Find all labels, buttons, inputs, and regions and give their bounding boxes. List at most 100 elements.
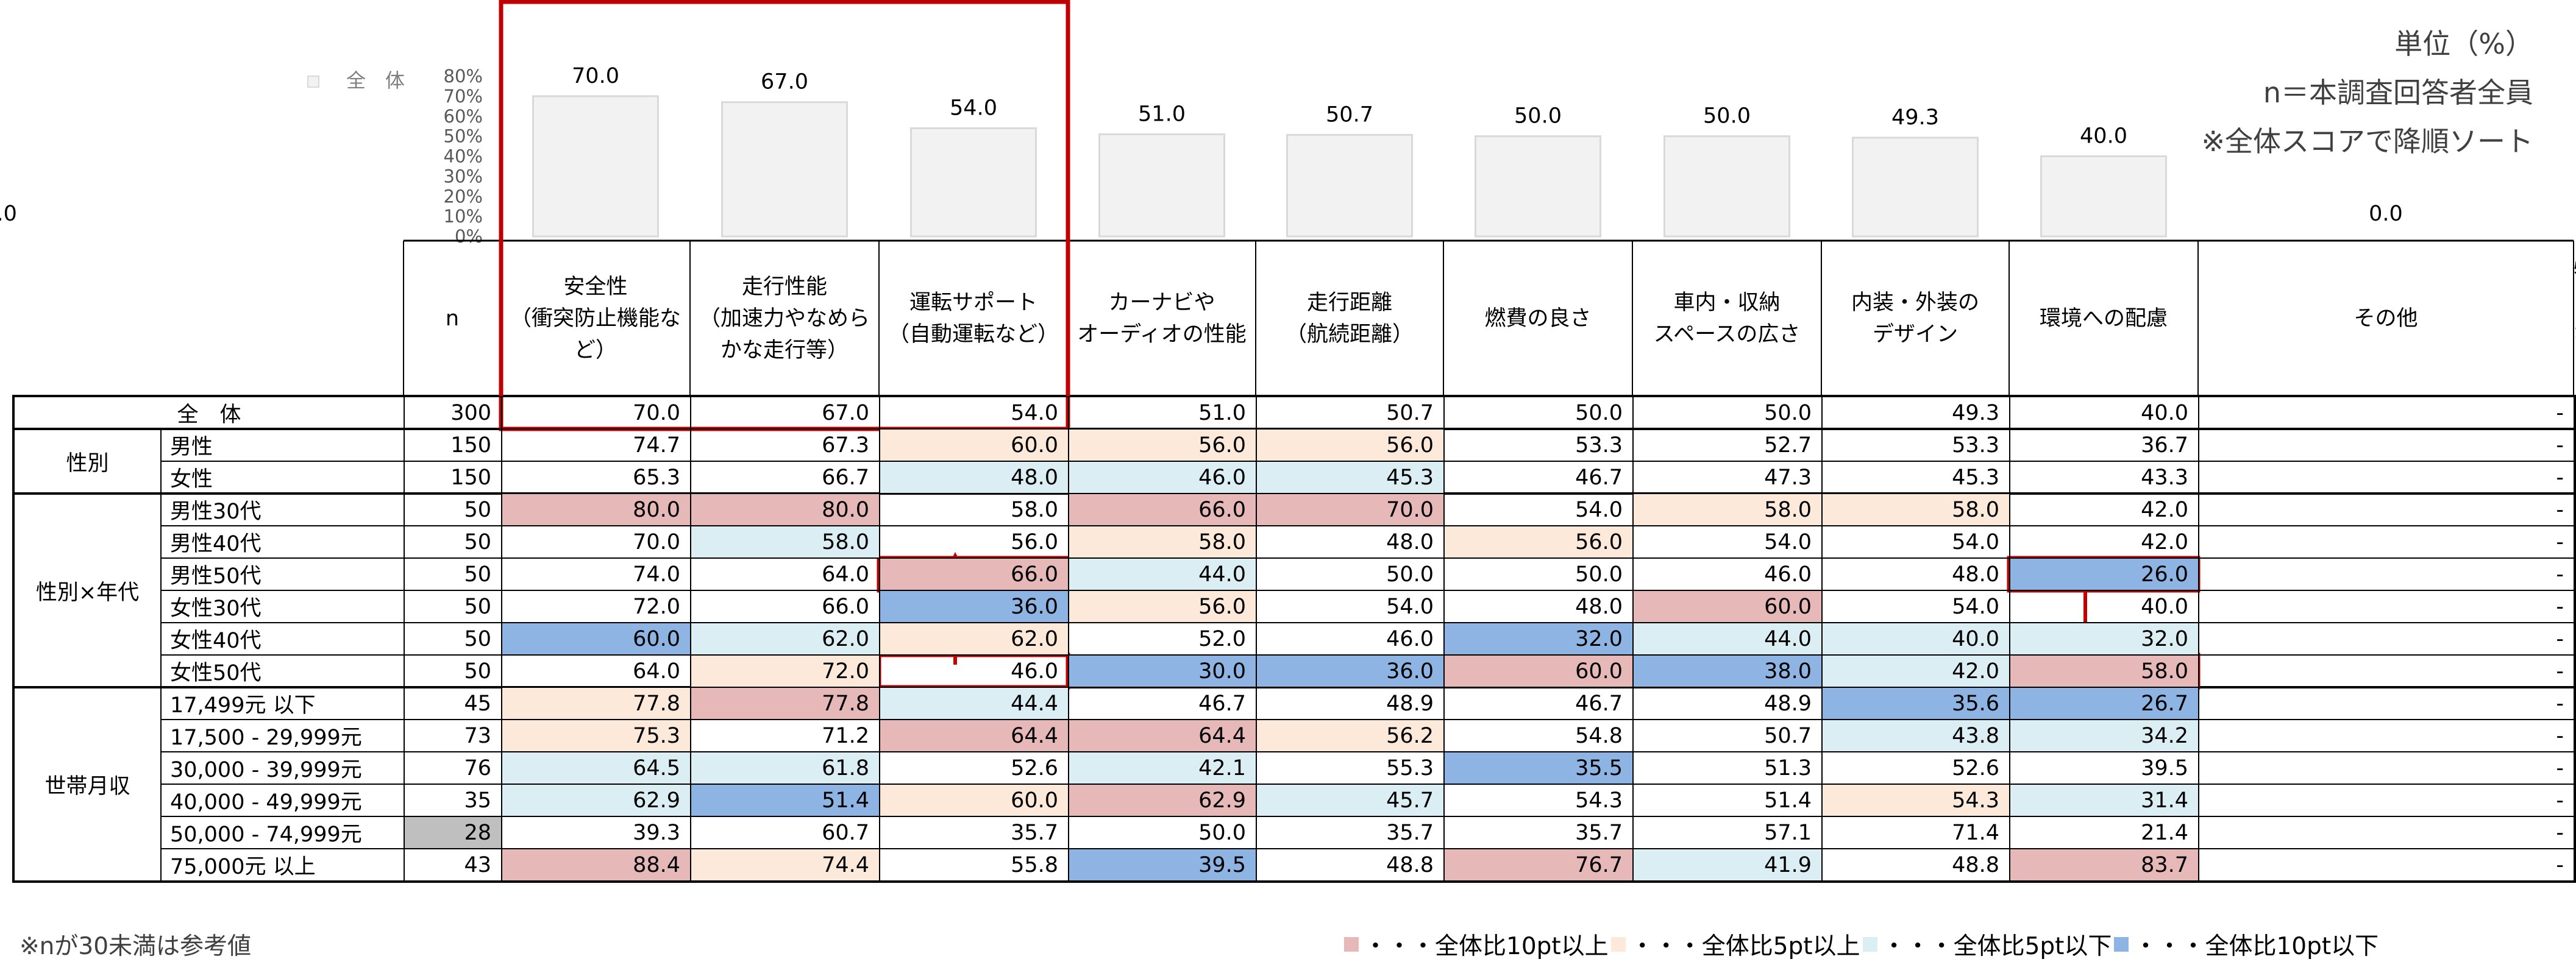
unit-note: ※全体スコアで降順ソート xyxy=(2201,125,2533,158)
n-cell: 150 xyxy=(404,461,503,494)
value-cell: 36.0 xyxy=(879,590,1070,623)
value-cell: 30.0 xyxy=(1068,654,1258,688)
y-tick-label: 30% xyxy=(444,166,483,186)
n-cell: 300 xyxy=(404,396,503,430)
value-cell: 58.0 xyxy=(1632,493,1823,526)
value-cell: 64.4 xyxy=(879,719,1070,752)
value-cell: 56.0 xyxy=(1256,428,1445,462)
legend-text: ・・・全体比5pt以上 xyxy=(1630,933,1860,960)
value-cell: 71.4 xyxy=(1821,816,2011,849)
value-cell: 46.0 xyxy=(1632,557,1823,591)
row-label: 75,000元 以上 xyxy=(160,848,405,882)
value-cell: 71.2 xyxy=(690,719,881,752)
legend-text: ・・・全体比10pt以下 xyxy=(2133,933,2379,960)
bar xyxy=(2040,155,2167,238)
value-cell: 21.4 xyxy=(2009,816,2200,849)
table-row: 女性40代 50 60.0 62.0 62.0 52.0 46.0 32.0 44.0 40.0 3… xyxy=(14,622,2575,656)
value-cell: 48.8 xyxy=(1821,848,2011,882)
n-cell: 50 xyxy=(404,493,503,526)
value-cell: 88.4 xyxy=(501,848,692,882)
bar xyxy=(1098,133,1225,238)
value-cell: 66.0 xyxy=(1068,493,1258,526)
value-cell: 58.0 xyxy=(1821,493,2011,526)
bar xyxy=(910,127,1037,238)
value-cell: 42.1 xyxy=(1068,751,1258,785)
n-cell: 50 xyxy=(404,557,503,591)
row-label: 女性50代 xyxy=(160,654,405,688)
value-cell: 60.0 xyxy=(879,428,1070,462)
value-cell: 52.7 xyxy=(1632,428,1823,462)
value-cell: 48.0 xyxy=(1821,557,2011,591)
row-label: 女性 xyxy=(160,461,405,494)
column-header: 環境への配慮 xyxy=(2039,306,2168,331)
value-cell: - xyxy=(2198,784,2575,817)
column-header: 燃費の良さ xyxy=(1484,306,1592,331)
row-label: 30,000 - 39,999元 xyxy=(160,751,405,785)
value-cell: 64.0 xyxy=(501,654,692,688)
value-cell: 49.3 xyxy=(1821,396,2011,430)
n-cell: 43 xyxy=(404,848,503,882)
value-cell: 46.7 xyxy=(1443,461,1634,494)
legend-text: ・・・全体比5pt以下 xyxy=(1882,933,2112,960)
value-cell: 54.8 xyxy=(1443,719,1634,752)
bar xyxy=(1663,135,1790,238)
value-cell: 46.7 xyxy=(1443,687,1634,720)
value-cell: 48.8 xyxy=(1256,848,1445,882)
table-row: 17,500 - 29,999元 73 75.3 71.2 64.4 64.4 56.2 54… xyxy=(14,719,2575,752)
value-cell: 62.0 xyxy=(690,622,881,656)
value-cell: - xyxy=(2198,848,2575,882)
y-tick-label: 70% xyxy=(444,86,483,107)
value-cell: 54.0 xyxy=(1821,590,2011,623)
value-cell: 50.7 xyxy=(1632,719,1823,752)
value-cell: - xyxy=(2198,525,2575,559)
y-tick-label: 20% xyxy=(444,186,483,207)
value-cell: 51.0 xyxy=(1068,396,1258,430)
value-cell: 44.0 xyxy=(1632,622,1823,656)
bar-value-label: 67.0 xyxy=(761,70,808,94)
value-cell: 80.0 xyxy=(690,493,881,526)
value-cell: 40.0 xyxy=(2009,396,2200,430)
value-cell: 62.9 xyxy=(501,784,692,817)
value-cell: 56.0 xyxy=(1068,428,1258,462)
value-cell: 54.3 xyxy=(1443,784,1634,817)
bar xyxy=(1852,136,1979,238)
value-cell: 54.0 xyxy=(1256,590,1445,623)
value-cell: 62.0 xyxy=(879,622,1070,656)
value-cell: - xyxy=(2198,751,2575,785)
table-row: 女性30代 50 72.0 66.0 36.0 56.0 54.0 48.0 60.0 54.0 4… xyxy=(14,590,2575,623)
row-label: 40,000 - 49,999元 xyxy=(160,784,405,817)
column-header: 車内・収納 スペースの広さ xyxy=(1653,290,1801,347)
data-table: 全 体 300 70.0 67.0 54.0 51.0 50.7 50.0 50.0 49.3 40… xyxy=(13,396,2575,882)
value-cell: 31.4 xyxy=(2009,784,2200,817)
table-row: 全 体 300 70.0 67.0 54.0 51.0 50.7 50.0 50.0 49.3 40… xyxy=(13,396,2575,430)
n-cell: 73 xyxy=(404,719,503,752)
value-cell: 34.2 xyxy=(2009,719,2200,752)
n-cell: 28 xyxy=(404,816,503,849)
value-cell: 58.0 xyxy=(879,493,1070,526)
legend-swatch xyxy=(2114,937,2129,952)
value-cell: 50.0 xyxy=(1256,557,1445,591)
y-tick-label: 0% xyxy=(455,226,483,247)
row-label: 男性40代 xyxy=(160,525,405,559)
bar-value-label: 70.0 xyxy=(572,64,619,88)
value-cell: 42.0 xyxy=(2009,493,2200,526)
value-cell: 44.4 xyxy=(879,687,1070,720)
value-cell: 64.5 xyxy=(501,751,692,785)
row-label: 全 体 xyxy=(13,396,405,430)
value-cell: 45.3 xyxy=(1256,461,1445,494)
value-cell: 35.7 xyxy=(1256,816,1445,849)
value-cell: 54.3 xyxy=(1821,784,2011,817)
unit-note: 単位（%） xyxy=(2394,27,2533,60)
legend-swatch xyxy=(1344,937,1359,952)
value-cell: 44.0 xyxy=(1068,557,1258,591)
n-cell: 50 xyxy=(404,590,503,623)
bar-value-label: 40.0 xyxy=(2080,124,2127,149)
value-cell: - xyxy=(2198,557,2575,591)
table-row: 75,000元 以上 43 88.4 74.4 55.8 39.5 48.8 76.7 41.9… xyxy=(14,848,2575,882)
table-row: 30,000 - 39,999元 76 64.5 61.8 52.6 42.1 55.3 35… xyxy=(14,751,2575,785)
column-header: 走行性能 （加速力やなめら かな走行等） xyxy=(699,274,870,363)
column-header: 走行距離 （航続距離） xyxy=(1285,290,1414,347)
value-cell: 62.9 xyxy=(1068,784,1258,817)
legend-label: 全 体 xyxy=(346,69,405,92)
y-tick-label: 60% xyxy=(444,106,483,127)
